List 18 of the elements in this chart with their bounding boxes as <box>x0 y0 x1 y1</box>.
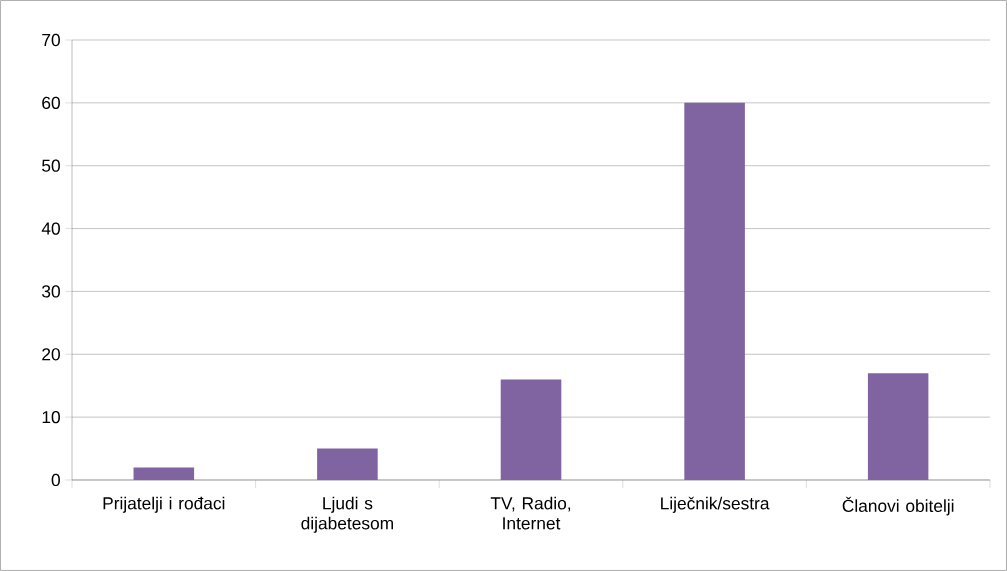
y-tick-label: 40 <box>41 222 60 235</box>
x-tick-label: Prijatelji i rođaci <box>103 496 225 513</box>
x-tick-label: Članovi obitelji <box>842 496 954 516</box>
y-tick-label: 30 <box>42 285 60 298</box>
bar <box>500 379 562 480</box>
y-tick-label: 20 <box>42 348 60 361</box>
y-tick-label: 70 <box>42 33 60 47</box>
y-tick-label: 10 <box>42 410 60 424</box>
y-tick-label: 0 <box>51 473 60 487</box>
y-tick-label: 50 <box>42 159 60 172</box>
y-tick-label: 60 <box>42 96 60 109</box>
x-tick-label: Liječnik/sestra <box>661 496 770 513</box>
bar <box>317 448 378 480</box>
x-tick-label: TV, Radio, Internet <box>490 496 571 530</box>
x-tick-label: Ljudi s dijabetesom <box>301 496 393 533</box>
bar <box>867 373 929 480</box>
bar <box>684 102 745 480</box>
bar <box>133 467 195 480</box>
